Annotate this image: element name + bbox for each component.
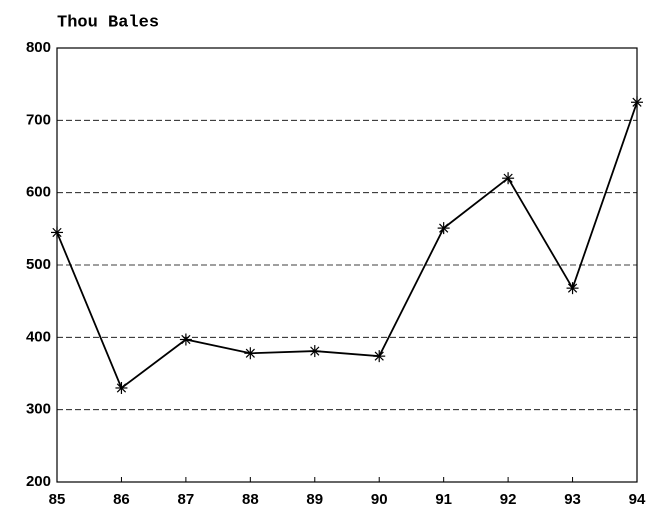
x-tick-label: 93: [564, 491, 581, 508]
marker: [51, 226, 63, 239]
marker-stroke: [374, 351, 384, 361]
marker: [631, 96, 643, 109]
x-tick-label: 87: [178, 491, 195, 508]
y-tick-label: 500: [26, 256, 51, 273]
x-tick-label: 94: [629, 491, 646, 508]
marker: [437, 222, 450, 235]
y-tick-label: 700: [26, 111, 51, 128]
marker: [179, 333, 192, 346]
x-tick-label: 88: [242, 491, 259, 508]
x-tick-label: 86: [113, 491, 130, 508]
marker: [244, 347, 257, 360]
marker-stroke: [245, 348, 255, 358]
y-tick-label: 200: [26, 473, 51, 490]
y-tick-label: 600: [26, 184, 51, 201]
marker-stroke: [52, 227, 62, 238]
marker: [373, 350, 386, 363]
marker-stroke: [632, 97, 642, 107]
marker-stroke: [181, 334, 191, 345]
y-axis-label: Thou Bales: [57, 13, 159, 32]
marker-stroke: [439, 223, 449, 233]
y-tick-label: 300: [26, 401, 51, 418]
marker-stroke: [567, 283, 578, 293]
marker: [115, 381, 128, 394]
y-tick-label: 800: [26, 39, 51, 56]
marker-stroke: [310, 346, 320, 356]
data-line: [56, 101, 638, 390]
marker-stroke: [503, 173, 513, 183]
x-tick-label: 89: [306, 491, 323, 508]
plot-frame: [56, 47, 638, 483]
x-tick-label: 91: [435, 491, 452, 508]
y-tick-label: 400: [26, 328, 51, 345]
marker-stroke: [116, 383, 127, 393]
x-tick-label: 92: [500, 491, 517, 508]
x-tick-label: 90: [371, 491, 388, 508]
x-tick-label: 85: [49, 491, 66, 508]
marker: [502, 172, 515, 185]
marker: [308, 345, 321, 358]
marker: [566, 282, 579, 295]
